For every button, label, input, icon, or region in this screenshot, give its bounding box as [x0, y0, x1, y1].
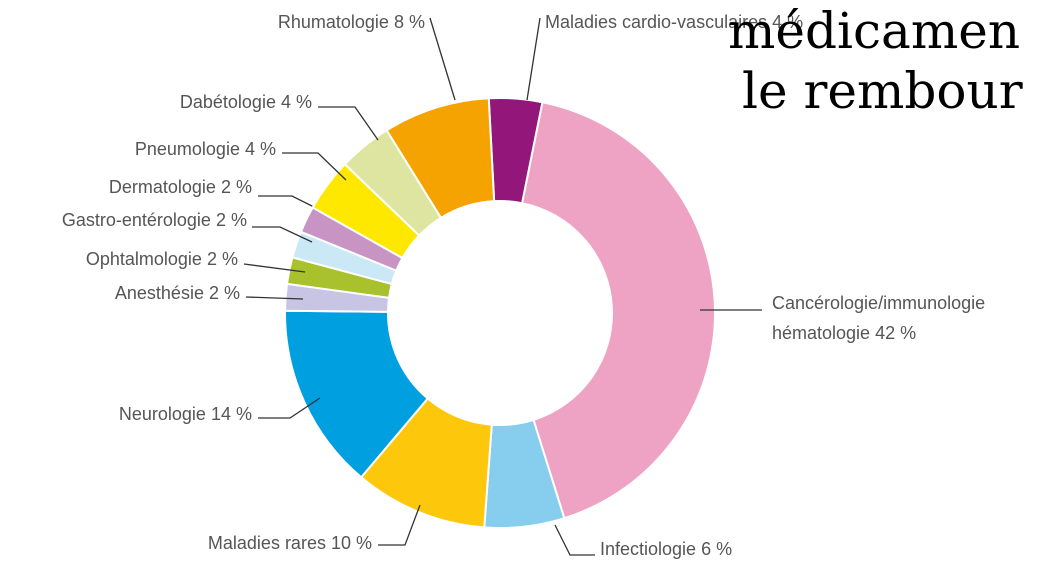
slice-label: Gastro-entérologie 2 %	[62, 205, 247, 235]
value-label: 4 %	[244, 139, 276, 159]
category-label: Rhumatologie	[277, 12, 389, 32]
slice-label: Rhumatologie 8 %	[278, 7, 425, 37]
value-label: 4 %	[280, 92, 312, 112]
category-label: Neurologie	[118, 404, 206, 424]
category-label: Anesthésie	[114, 283, 204, 303]
value-label: 2 %	[206, 249, 238, 269]
category-label: Gastro-entérologie	[61, 210, 211, 230]
leader-line	[318, 106, 379, 141]
value-label: 14 %	[210, 404, 252, 424]
slice	[520, 101, 716, 520]
category-label: Dermatologie	[108, 177, 216, 197]
category-label: Pneumologie	[134, 139, 240, 159]
leader-line	[282, 152, 347, 181]
slice-label: Neurologie 14 %	[119, 399, 252, 429]
category-label: Ophtalmologie	[85, 249, 202, 269]
leader-line	[245, 296, 304, 300]
value-label: 2 %	[215, 210, 247, 230]
slice-label: Maladies cardio-vasculaires 4 %	[545, 7, 803, 37]
value-label: 6 %	[701, 539, 733, 559]
category-label: Dabétologie	[179, 92, 276, 112]
leader-line	[243, 263, 306, 273]
slice	[385, 97, 496, 220]
category-label: Maladies cardio-vasculaires	[545, 12, 768, 32]
leader-line	[252, 226, 313, 243]
leader-line	[378, 504, 421, 546]
value-label: 42 %	[875, 323, 917, 343]
leader-line	[429, 17, 456, 101]
slice-label: Pneumologie 4 %	[135, 134, 276, 164]
value-label: 4 %	[772, 12, 804, 32]
leader-line	[258, 397, 321, 419]
slice-label: Dabétologie 4 %	[180, 87, 312, 117]
leader-line	[258, 195, 321, 211]
value-label: 10 %	[330, 533, 372, 553]
title-line: le rembour	[742, 62, 1023, 120]
slice-label: Anesthésie 2 %	[115, 278, 240, 308]
leader-line	[526, 17, 541, 101]
slice-label: Infectiologie 6 %	[600, 534, 732, 562]
slice-label: Cancérologie/immunologie hématologie 42 …	[772, 288, 1042, 348]
value-label: 2 %	[208, 283, 240, 303]
title-line: médicamen	[728, 2, 1021, 60]
leader-line	[554, 524, 595, 556]
category-label: Maladies rares	[207, 533, 326, 553]
category-label: Infectiologie	[600, 539, 697, 559]
slice-label: Maladies rares 10 %	[208, 528, 372, 558]
value-label: 2 %	[220, 177, 252, 197]
slice-label: Dermatologie 2 %	[109, 172, 252, 202]
category-label: Cancérologie/immunologie hématologie	[772, 293, 986, 343]
slice-label: Ophtalmologie 2 %	[86, 244, 238, 274]
value-label: 8 %	[393, 12, 425, 32]
